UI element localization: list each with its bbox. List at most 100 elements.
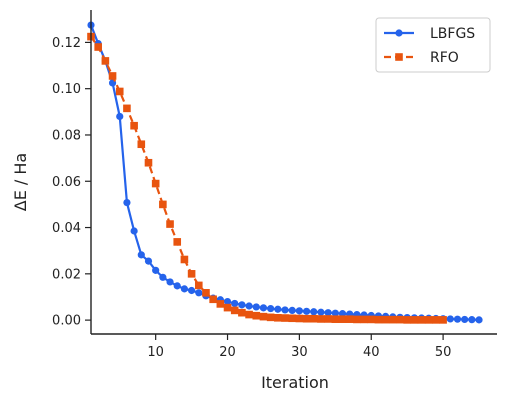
data-point (187, 270, 196, 278)
data-point (245, 310, 253, 319)
data-point (94, 43, 102, 51)
data-point (159, 200, 167, 209)
legend-marker (395, 53, 403, 61)
series-rfo (87, 32, 447, 324)
y-tick-label: 0.10 (52, 82, 81, 97)
data-point (274, 305, 282, 313)
data-point (115, 87, 124, 96)
data-point (475, 316, 483, 324)
data-point (288, 306, 296, 314)
data-point (396, 315, 404, 324)
data-point (295, 314, 304, 323)
data-point (180, 255, 189, 264)
data-point (259, 312, 268, 321)
data-point (360, 315, 368, 324)
data-point (223, 303, 232, 312)
data-point (403, 316, 411, 324)
data-point (188, 286, 196, 295)
y-tick-label: 0.08 (52, 128, 81, 143)
data-point (338, 315, 347, 323)
series-group (87, 21, 483, 324)
data-point (331, 315, 340, 323)
data-point (281, 306, 289, 314)
data-point (309, 314, 318, 323)
data-point (446, 315, 454, 323)
data-point (461, 315, 469, 324)
data-point (267, 304, 275, 313)
data-point (317, 315, 325, 323)
data-point (223, 298, 232, 306)
data-point (130, 121, 138, 130)
data-point (439, 316, 447, 324)
data-point (266, 313, 275, 322)
data-point (324, 315, 332, 323)
data-point (194, 281, 203, 290)
series-line (90, 35, 444, 321)
data-point (202, 289, 210, 297)
data-point (238, 308, 246, 317)
data-point (130, 227, 138, 235)
data-point (345, 315, 354, 323)
data-point (367, 315, 376, 324)
data-point (259, 304, 268, 312)
y-tick-label: 0.12 (52, 36, 81, 51)
data-point (152, 266, 160, 274)
legend-label: LBFGS (430, 26, 475, 42)
data-point (252, 311, 261, 320)
data-point (453, 315, 462, 323)
data-point (417, 316, 426, 324)
data-point (274, 314, 282, 322)
data-point (123, 198, 131, 207)
data-point (389, 315, 397, 324)
data-point (238, 301, 246, 309)
data-point (381, 315, 390, 324)
y-axis: 0.00 0.02 0.04 0.06 0.08 0.10 0.12 (52, 10, 92, 334)
x-tick-label: 10 (147, 345, 164, 360)
data-point (209, 295, 217, 304)
data-point (116, 112, 124, 121)
data-point (353, 315, 361, 324)
legend: LBFGS RFO (375, 17, 491, 73)
data-point (252, 303, 260, 311)
data-point (231, 299, 239, 308)
data-point (123, 104, 131, 113)
x-tick-label: 40 (363, 345, 380, 360)
data-point (281, 314, 289, 322)
data-point (166, 278, 174, 286)
data-point (173, 238, 182, 246)
data-point (144, 257, 153, 265)
data-point (245, 302, 253, 310)
x-tick-label: 50 (435, 345, 452, 360)
y-tick-label: 0.04 (52, 221, 81, 236)
y-tick-label: 0.02 (52, 267, 81, 282)
data-point (432, 316, 440, 324)
data-point (173, 282, 181, 290)
data-point (288, 314, 297, 323)
data-point (310, 308, 318, 316)
data-point (216, 300, 225, 308)
data-point (424, 316, 433, 324)
data-point (302, 314, 311, 323)
data-point (144, 158, 153, 167)
data-point (137, 140, 146, 149)
x-axis-label: Iteration (261, 373, 329, 392)
data-point (410, 316, 419, 324)
data-point (101, 57, 110, 65)
plot-area (87, 21, 483, 324)
data-point (166, 220, 174, 228)
data-point (324, 309, 332, 317)
data-point (195, 289, 203, 297)
data-point (137, 251, 145, 259)
y-tick-label: 0.00 (52, 314, 81, 329)
data-point (180, 285, 189, 293)
data-point (302, 307, 311, 315)
legend-label: RFO (430, 50, 459, 66)
x-axis: 10 20 30 40 50 (91, 333, 497, 360)
data-point (108, 72, 117, 80)
data-point (374, 315, 383, 324)
data-point (151, 179, 160, 188)
data-point (317, 308, 325, 316)
y-axis-label: ΔE / Ha (11, 153, 30, 211)
y-tick-label: 0.06 (52, 175, 81, 190)
